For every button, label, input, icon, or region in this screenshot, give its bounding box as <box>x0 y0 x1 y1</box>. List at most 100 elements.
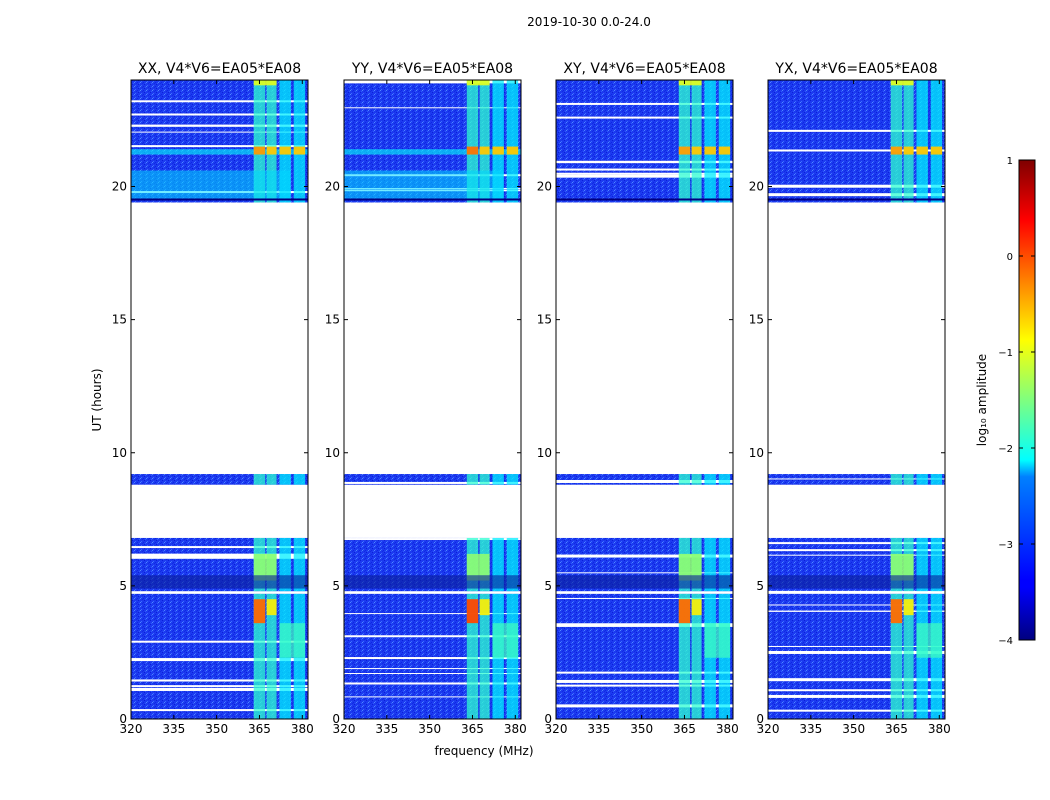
flagged-row <box>556 671 733 674</box>
broadband-emission <box>344 149 521 155</box>
flagged-row <box>556 597 733 599</box>
rfi-column <box>279 80 291 203</box>
rfi-burst <box>466 599 479 624</box>
flagged-row <box>131 546 308 549</box>
rfi-column <box>890 80 903 203</box>
figure-title: 2019-10-30 0.0-24.0 <box>527 15 651 29</box>
flagged-row <box>344 613 521 615</box>
panel-title: YX, V4*V6=EA05*EA08 <box>774 61 937 77</box>
flagged-row <box>556 679 733 683</box>
data-block <box>344 474 521 485</box>
rfi-burst <box>492 146 504 155</box>
flagged-row <box>556 704 733 708</box>
x-tick-label: 380 <box>291 722 314 736</box>
rfi-burst <box>466 80 490 86</box>
rfi-column <box>293 537 306 592</box>
rfi-column <box>718 474 731 485</box>
rfi-column <box>479 474 490 485</box>
x-axis-label: frequency (MHz) <box>434 744 533 758</box>
flagged-row <box>131 145 308 148</box>
rfi-burst <box>704 146 716 155</box>
flagged-row <box>131 685 308 688</box>
flagged-row <box>556 624 733 627</box>
colorbar-label: log₁₀ amplitude <box>975 354 989 446</box>
flagged-row <box>344 635 521 638</box>
rfi-column <box>479 80 490 203</box>
rfi-burst <box>704 623 731 658</box>
rfi-column <box>266 474 277 485</box>
flagged-row <box>344 682 521 685</box>
rfi-burst <box>890 80 914 86</box>
rfi-burst <box>253 146 266 155</box>
flagged-row <box>344 657 521 660</box>
flagged-row <box>768 549 945 552</box>
y-tick-label: 5 <box>119 579 127 593</box>
flagged-row <box>768 590 945 592</box>
rfi-burst <box>266 146 277 155</box>
rfi-burst <box>253 80 277 86</box>
flagged-row <box>131 555 308 559</box>
rfi-burst <box>479 146 490 155</box>
x-tick-label: 365 <box>248 722 271 736</box>
broadband-emission <box>131 170 291 200</box>
panel-data <box>344 80 521 719</box>
x-tick-label: 350 <box>205 722 228 736</box>
flagged-row <box>131 124 308 127</box>
broadband-emission <box>131 149 308 155</box>
flagged-row <box>131 709 308 712</box>
rfi-burst <box>506 146 519 155</box>
dark-band <box>768 198 945 201</box>
rfi-column <box>691 474 702 485</box>
rfi-burst <box>678 146 691 155</box>
x-tick-label: 350 <box>630 722 653 736</box>
y-tick-label: 5 <box>756 579 764 593</box>
flagged-row <box>131 687 308 691</box>
colorbar-ticks: −4 −3 −2 −1 0 1 <box>998 156 1035 647</box>
y-tick-label: 20 <box>537 180 552 194</box>
rfi-column <box>678 80 691 203</box>
x-tick-label: 335 <box>799 722 822 736</box>
data-block <box>344 593 521 719</box>
flagged-row <box>556 172 733 175</box>
flagged-row <box>556 168 733 171</box>
rfi-burst <box>691 599 702 616</box>
flagged-row <box>768 478 945 480</box>
y-tick-label: 20 <box>749 180 764 194</box>
y-tick-label: 5 <box>544 579 552 593</box>
y-tick-label: 0 <box>119 712 127 726</box>
x-tick-label: 365 <box>885 722 908 736</box>
rfi-burst <box>466 146 479 155</box>
panel-frame <box>343 79 522 720</box>
dark-band <box>344 575 521 589</box>
data-block <box>768 593 945 719</box>
rfi-column <box>266 80 277 203</box>
rfi-column <box>253 474 266 485</box>
rfi-burst <box>930 146 943 155</box>
dark-band <box>556 198 733 201</box>
flagged-row <box>556 102 733 105</box>
flagged-row <box>556 684 733 687</box>
flagged-row <box>131 640 308 643</box>
colorbar-tick-label: −1 <box>998 348 1013 359</box>
rfi-column <box>293 80 306 203</box>
rfi-burst <box>678 80 702 86</box>
rfi-column <box>916 474 928 485</box>
x-tick-label: 335 <box>375 722 398 736</box>
y-tick-label: 15 <box>325 313 340 327</box>
rfi-burst <box>916 146 928 155</box>
rfi-burst <box>492 623 519 658</box>
rfi-burst <box>916 623 943 658</box>
flagged-row <box>768 610 945 612</box>
rfi-burst <box>678 599 691 624</box>
rfi-column <box>930 474 943 485</box>
x-tick-label: 320 <box>757 722 780 736</box>
rfi-column <box>506 537 519 592</box>
y-tick-label: 20 <box>112 180 127 194</box>
panel-data <box>131 80 308 719</box>
data-block <box>131 593 308 719</box>
flagged-row <box>131 113 308 116</box>
flagged-row <box>768 645 945 647</box>
x-tick-label: 380 <box>928 722 951 736</box>
y-tick-label: 10 <box>112 446 127 460</box>
x-tick-label: 350 <box>418 722 441 736</box>
